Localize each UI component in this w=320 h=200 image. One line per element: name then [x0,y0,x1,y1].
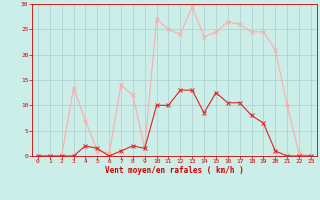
X-axis label: Vent moyen/en rafales ( km/h ): Vent moyen/en rafales ( km/h ) [105,166,244,175]
